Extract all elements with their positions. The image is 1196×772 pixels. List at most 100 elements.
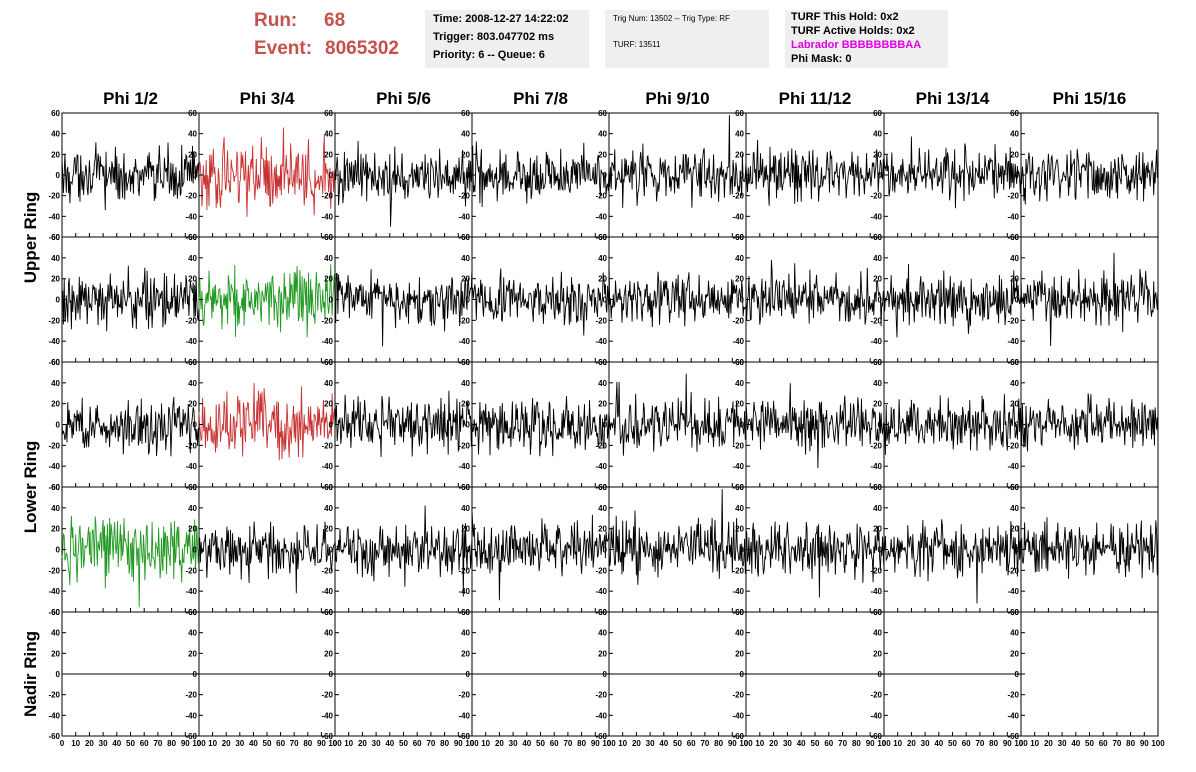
y-tick-label: 0 [878, 296, 883, 305]
y-tick-label: -40 [48, 711, 60, 720]
y-tick-label: 40 [188, 379, 197, 388]
y-tick-label: -40 [732, 462, 744, 471]
waveform-trace [61, 515, 200, 608]
y-tick-label: 60 [461, 358, 470, 367]
x-tick-label: 30 [783, 739, 792, 748]
waveform-trace [334, 268, 473, 347]
trig-num-line: Trig Num: 13502 -- Trig Type: RF [613, 14, 730, 23]
y-tick-label: 40 [1010, 504, 1019, 513]
y-tick-label: 20 [1010, 400, 1019, 409]
y-tick-label: 20 [873, 649, 882, 658]
y-tick-label: -20 [185, 192, 197, 201]
x-tick-label: 20 [495, 739, 504, 748]
y-tick-label: 0 [1015, 670, 1020, 679]
y-tick-label: 0 [603, 546, 608, 555]
y-tick-label: 40 [735, 379, 744, 388]
y-tick-label: 40 [873, 254, 882, 263]
y-tick-label: 20 [735, 649, 744, 658]
y-tick-label: 20 [461, 150, 470, 159]
y-tick-label: 40 [461, 504, 470, 513]
row-title-1: Upper Ring [21, 192, 40, 284]
y-tick-label: -60 [732, 732, 744, 741]
time-line: Time: 2008-12-27 14:22:02 [433, 13, 569, 25]
x-tick-label: 10 [1030, 739, 1039, 748]
waveform-trace [883, 394, 1022, 455]
y-tick-label: 60 [461, 608, 470, 617]
y-tick-label: -20 [185, 316, 197, 325]
y-tick-label: 40 [461, 130, 470, 139]
y-tick-label: -20 [321, 316, 333, 325]
waveform-trace [608, 373, 747, 456]
panel-frame [198, 361, 336, 488]
y-tick-label: 40 [188, 254, 197, 263]
y-tick-label: -20 [870, 316, 882, 325]
y-tick-label: 0 [740, 546, 745, 555]
y-tick-label: 20 [324, 400, 333, 409]
y-tick-label: -40 [870, 711, 882, 720]
y-tick-label: 40 [873, 379, 882, 388]
y-tick-label: 40 [873, 130, 882, 139]
y-tick-label: -60 [48, 732, 60, 741]
waveform-trace [334, 140, 473, 227]
y-tick-label: 20 [598, 150, 607, 159]
y-tick-label: -40 [732, 337, 744, 346]
x-tick-label: 30 [509, 739, 518, 748]
y-tick-label: 0 [1015, 296, 1020, 305]
x-tick-label: 80 [167, 739, 176, 748]
y-tick-label: -60 [595, 732, 607, 741]
phi-mask-line: Phi Mask: 0 [791, 53, 852, 65]
y-tick-label: -60 [321, 732, 333, 741]
x-tick-label: 20 [85, 739, 94, 748]
y-tick-label: 0 [329, 421, 334, 430]
x-tick-label: 10 [344, 739, 353, 748]
x-tick-label: 80 [303, 739, 312, 748]
x-tick-label: 10 [893, 739, 902, 748]
y-tick-label: 60 [188, 233, 197, 242]
y-tick-label: -40 [185, 212, 197, 221]
x-tick-label: 0 [744, 739, 749, 748]
y-tick-label: -20 [870, 566, 882, 575]
x-tick-label: 90 [591, 739, 600, 748]
waveform-trace [61, 396, 200, 457]
y-tick-label: 0 [466, 670, 471, 679]
y-tick-label: 40 [51, 504, 60, 513]
y-tick-label: -60 [48, 608, 60, 617]
y-tick-label: -20 [732, 566, 744, 575]
column-title-4: Phi 7/8 [513, 89, 568, 108]
y-tick-label: -60 [48, 233, 60, 242]
y-tick-label: 60 [188, 483, 197, 492]
panel-frame [745, 236, 885, 363]
y-tick-label: -40 [870, 462, 882, 471]
panel-r4-c1: 60 40 20 0 -20 -40 -60 [48, 483, 200, 617]
waveform-trace [61, 265, 200, 332]
y-tick-label: 40 [51, 629, 60, 638]
y-tick-label: -20 [595, 316, 607, 325]
y-tick-label: -20 [595, 566, 607, 575]
y-tick-label: 20 [461, 275, 470, 284]
x-tick-label: 60 [550, 739, 559, 748]
x-tick-label: 0 [470, 739, 475, 748]
y-tick-label: 60 [51, 358, 60, 367]
x-tick-label: 100 [877, 739, 891, 748]
y-tick-label: 60 [1010, 608, 1019, 617]
y-tick-label: 40 [324, 254, 333, 263]
column-title-1: Phi 1/2 [103, 89, 158, 108]
x-tick-label: 90 [454, 739, 463, 748]
y-tick-label: 20 [735, 400, 744, 409]
priority-line: Priority: 6 -- Queue: 6 [433, 49, 545, 61]
x-tick-label: 20 [222, 739, 231, 748]
x-tick-label: 80 [852, 739, 861, 748]
y-tick-label: 0 [740, 670, 745, 679]
x-tick-label: 70 [1112, 739, 1121, 748]
y-tick-label: -20 [732, 192, 744, 201]
y-tick-label: -40 [732, 711, 744, 720]
waveform-trace [883, 519, 1022, 604]
